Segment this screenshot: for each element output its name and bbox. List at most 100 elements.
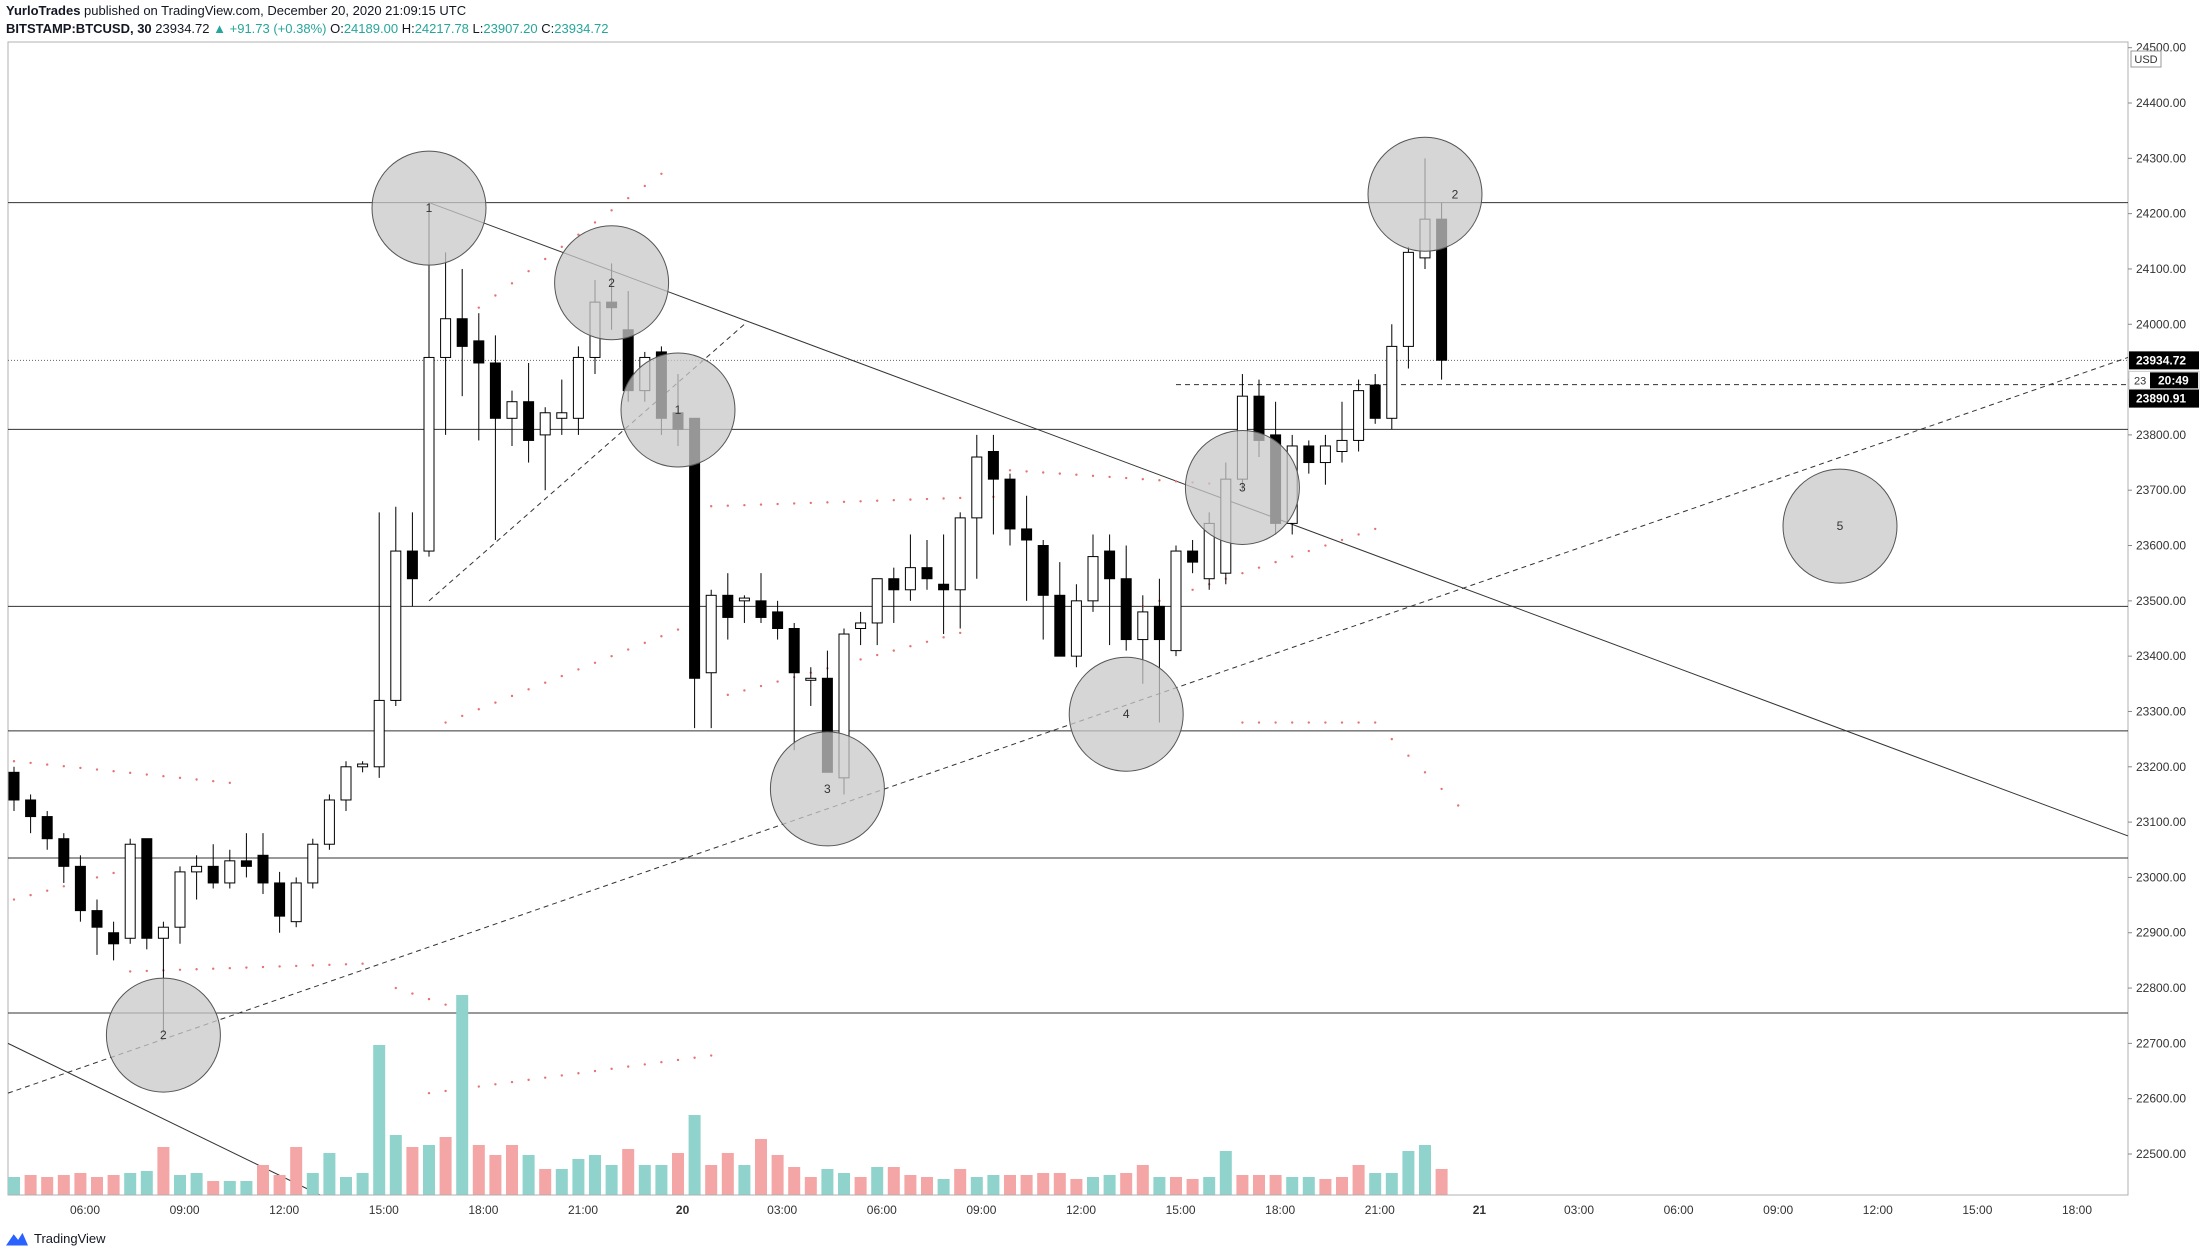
sar-dot	[1340, 538, 1344, 542]
sar-dot	[527, 1078, 530, 1082]
sar-dot	[710, 505, 713, 508]
candle-down	[456, 318, 468, 347]
volume-bar	[257, 1165, 269, 1195]
volume-bar	[605, 1165, 618, 1195]
sar-dot	[759, 503, 763, 506]
volume-bar	[41, 1177, 54, 1195]
low-value: 23907.20	[483, 21, 538, 36]
sar-dot	[477, 1085, 480, 1088]
sar-dot	[477, 306, 480, 309]
candle-up	[1336, 439, 1348, 452]
candle-down	[1369, 384, 1381, 419]
sar-dot	[1274, 560, 1277, 564]
x-tick-label: 03:00	[1564, 1203, 1594, 1217]
candle-up	[954, 517, 966, 591]
wave-label: 1	[426, 201, 433, 215]
y-tick-label: 22900.00	[2136, 926, 2186, 940]
sar-dot	[62, 765, 65, 768]
sar-dot	[394, 986, 397, 990]
close-value: 23934.72	[554, 21, 609, 36]
sar-dot	[12, 898, 16, 901]
candle-up	[855, 622, 867, 630]
sar-dot	[1340, 721, 1344, 724]
x-tick-label: 09:00	[170, 1203, 200, 1217]
volume-bar	[1435, 1169, 1448, 1195]
sar-dot	[1291, 555, 1294, 558]
candle-down	[41, 816, 53, 840]
volume-bar	[788, 1167, 801, 1195]
candle-down	[240, 860, 252, 867]
y-tick-label: 23200.00	[2136, 760, 2186, 774]
candle-up	[556, 412, 568, 419]
sar-dot	[510, 694, 514, 698]
volume-bar	[174, 1175, 186, 1195]
x-tick-label: 18:00	[468, 1203, 498, 1217]
sar-dot	[527, 269, 530, 273]
sar-dot	[461, 714, 464, 718]
countdown-prefix: 23	[2134, 375, 2146, 387]
sar-dot	[726, 504, 729, 507]
sar-dot	[660, 172, 663, 176]
high-label: H:	[401, 21, 415, 36]
volume-bar	[57, 1175, 70, 1195]
volume-bar	[273, 1175, 286, 1195]
volume-bar	[240, 1181, 253, 1195]
volume-bar	[738, 1165, 751, 1195]
sar-dot	[610, 1067, 613, 1071]
sar-dot	[1291, 721, 1294, 724]
candle-down	[1037, 545, 1049, 596]
sar-dot	[95, 768, 99, 771]
sar-dot	[1307, 549, 1311, 553]
sar-dot	[809, 501, 812, 505]
sar-dot	[909, 498, 912, 501]
tradingview-logo[interactable]: TradingView	[6, 1231, 106, 1246]
candle-up	[1087, 556, 1099, 602]
volume-bar	[456, 995, 469, 1195]
volume-bar	[439, 1137, 452, 1195]
sar-dot	[842, 500, 846, 504]
sar-dot	[676, 1058, 680, 1062]
published-text: published on TradingView.com, December 2…	[84, 3, 467, 18]
sar-dot	[1440, 787, 1443, 791]
volume-bar	[871, 1167, 884, 1195]
x-tick-label: 18:00	[1265, 1203, 1295, 1217]
volume-bar	[1037, 1173, 1050, 1195]
volume-bar	[1070, 1179, 1083, 1195]
sar-dot	[527, 688, 530, 691]
candle-down	[938, 583, 950, 591]
sar-dot	[162, 774, 165, 778]
high-value: 24217.78	[414, 21, 469, 36]
candle-up	[506, 401, 518, 419]
candle-down	[489, 362, 501, 419]
volume-bar	[987, 1175, 1000, 1195]
candle-up	[705, 594, 717, 674]
y-tick-label: 23100.00	[2136, 815, 2186, 829]
volume-bar	[821, 1169, 834, 1195]
candle-up	[1353, 390, 1365, 441]
author-name[interactable]: YurloTrades	[6, 3, 81, 18]
candle-down	[1153, 605, 1165, 641]
sar-dot	[1241, 721, 1244, 724]
volume-bar	[389, 1135, 402, 1195]
sar-dot	[876, 499, 879, 502]
volume-bar	[124, 1173, 137, 1195]
sar-dot	[759, 684, 763, 688]
sar-dot	[1025, 470, 1028, 473]
sar-dot	[295, 964, 298, 968]
sar-dot	[726, 693, 729, 697]
sar-dot	[228, 966, 231, 970]
y-tick-label: 24200.00	[2136, 207, 2186, 221]
sar-dot	[1091, 474, 1095, 478]
sar-dot	[328, 963, 331, 967]
sar-dot	[793, 502, 796, 505]
sar-dot	[1058, 472, 1062, 475]
wave-label: 2	[608, 276, 615, 290]
candle-up	[738, 597, 750, 602]
price-change: ▲ +91.73 (+0.38%)	[213, 21, 327, 36]
symbol-label[interactable]: BITSTAMP:BTCUSD, 30	[6, 21, 152, 36]
volume-bar	[1236, 1175, 1249, 1195]
wave-circle-marker	[1367, 136, 1483, 252]
x-tick-label: 09:00	[1763, 1203, 1793, 1217]
candle-down	[141, 838, 153, 939]
